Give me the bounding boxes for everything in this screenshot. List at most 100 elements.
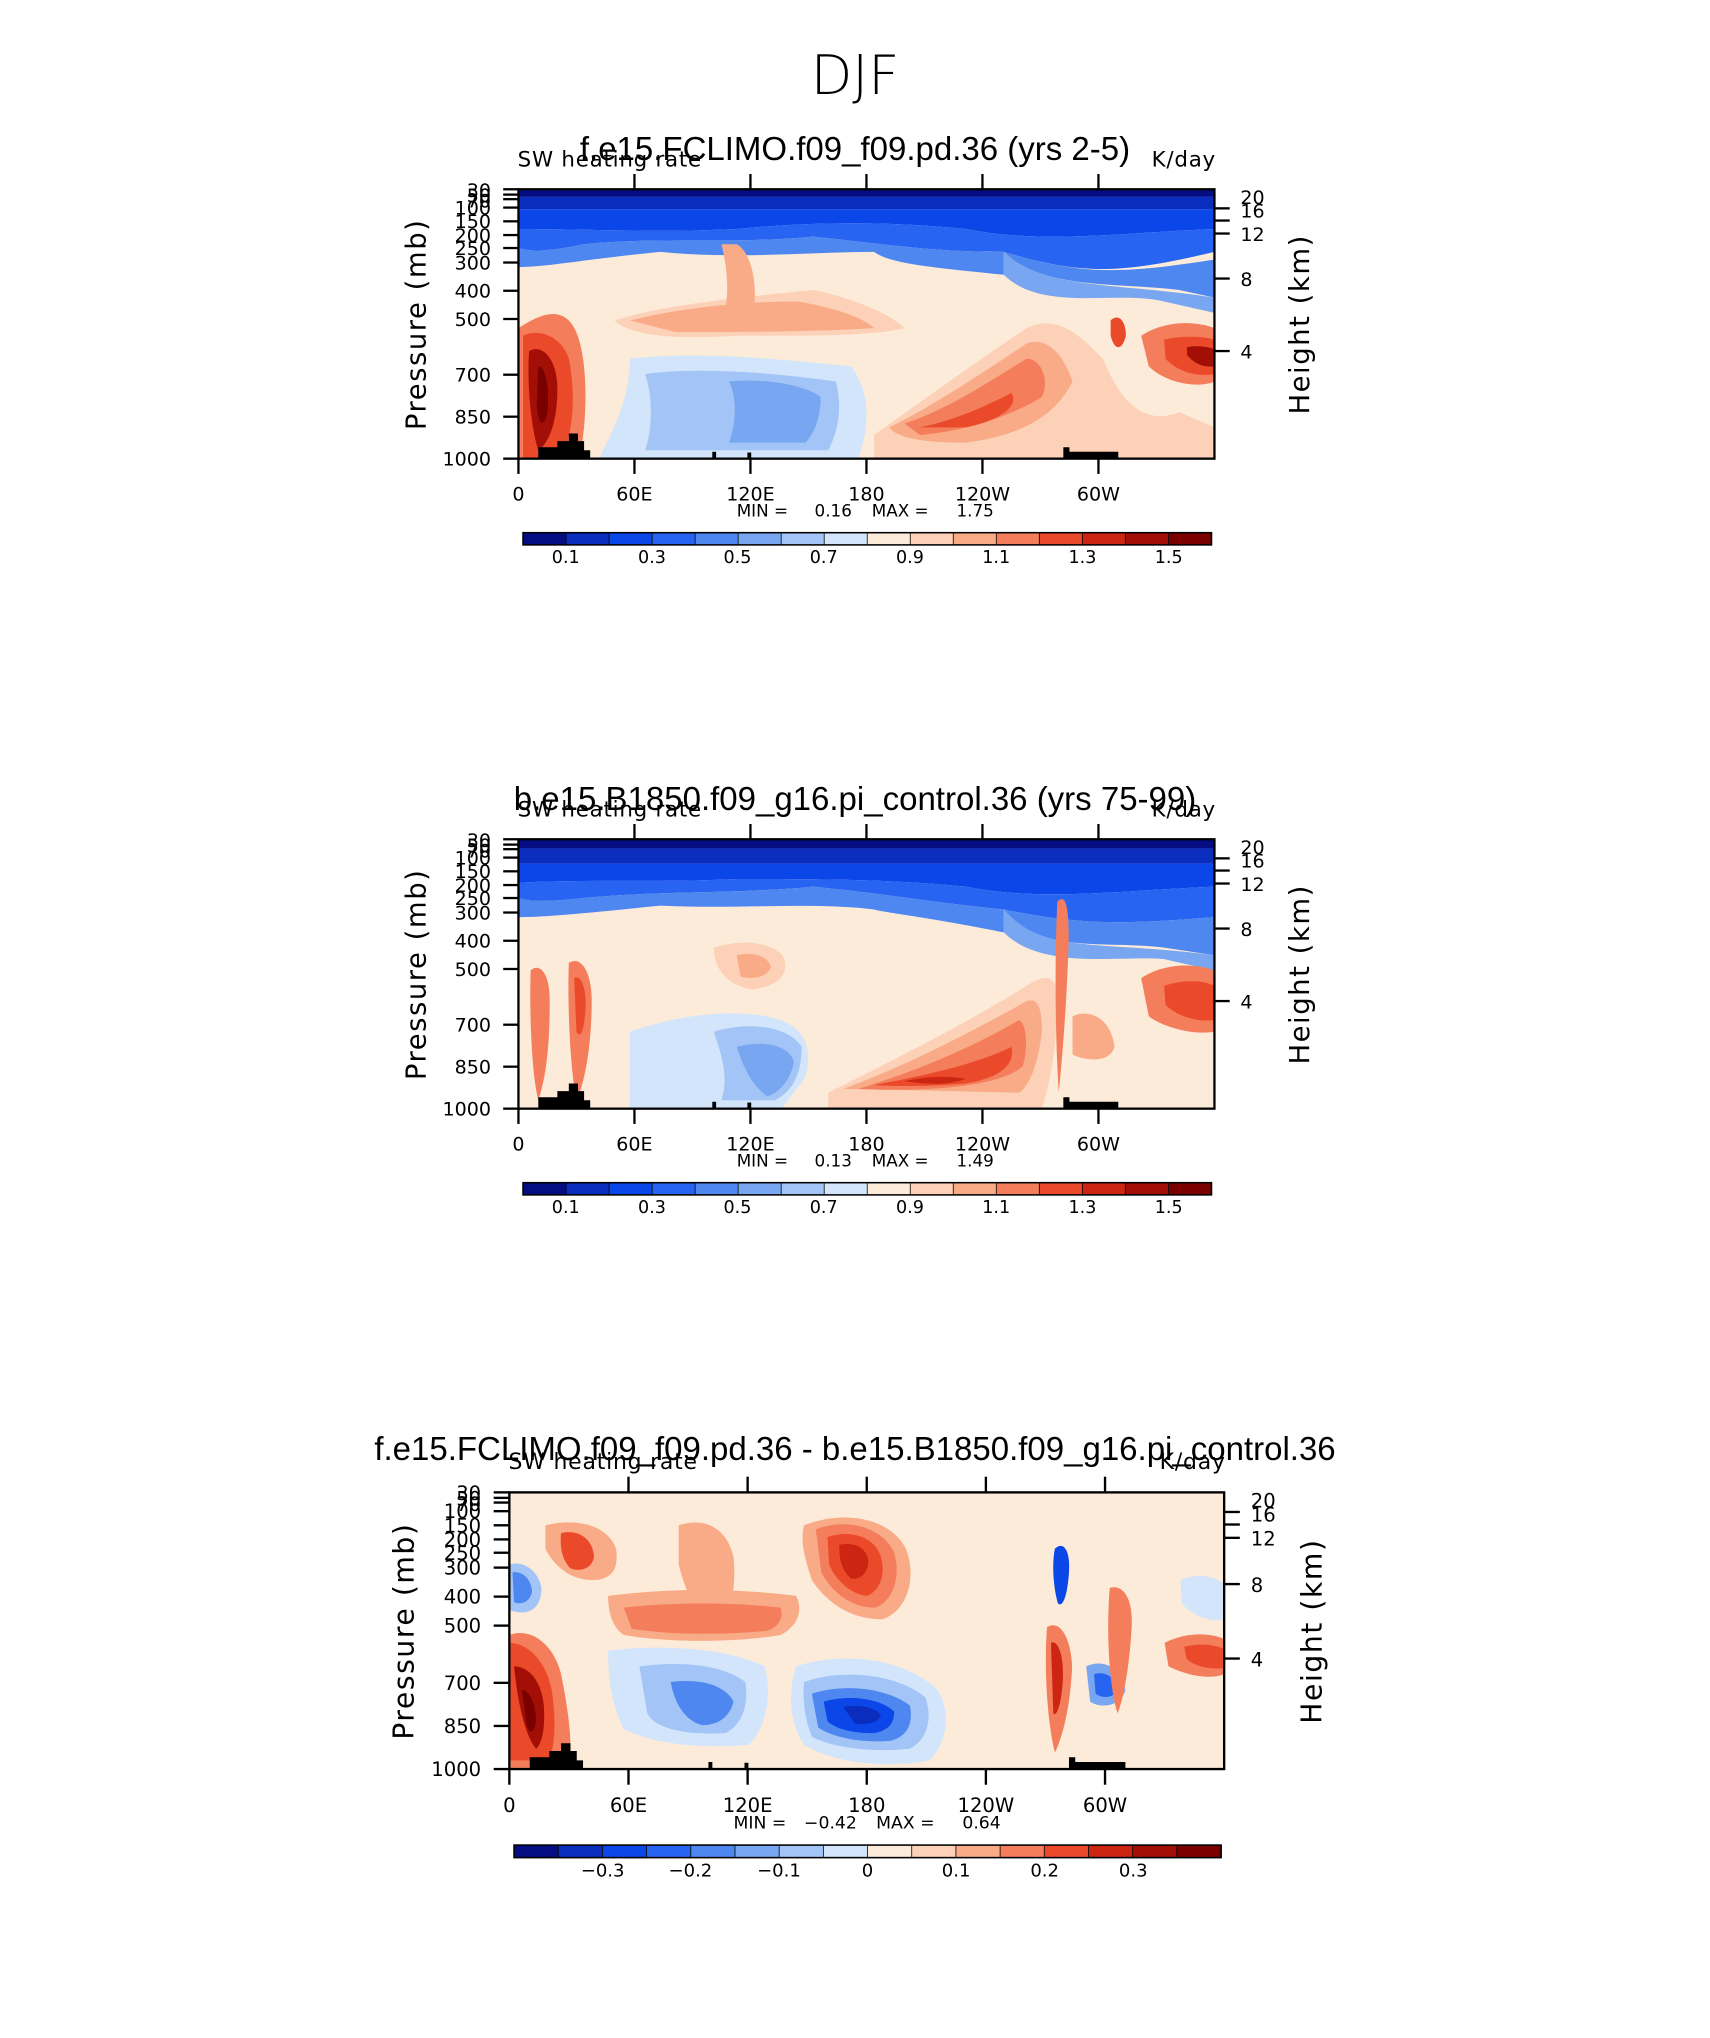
svg-text:200: 200 bbox=[444, 1528, 481, 1551]
panel-2-colorbar bbox=[522, 1181, 1213, 1196]
colorbar-swatch bbox=[1081, 1182, 1127, 1196]
svg-text:200: 200 bbox=[455, 225, 491, 247]
svg-text:4: 4 bbox=[1240, 992, 1252, 1014]
colorbar-swatch bbox=[778, 1844, 825, 1859]
svg-text:70: 70 bbox=[467, 841, 491, 863]
colorbar-swatch bbox=[1167, 1182, 1213, 1196]
svg-text:4: 4 bbox=[1240, 342, 1252, 364]
panel-3-ylabel: Pressure (mb) bbox=[388, 1523, 421, 1740]
svg-text:60W: 60W bbox=[1077, 484, 1120, 506]
colorbar-swatch bbox=[608, 532, 653, 546]
svg-text:400: 400 bbox=[444, 1586, 481, 1609]
svg-text:4: 4 bbox=[1251, 1648, 1263, 1671]
svg-text:70: 70 bbox=[467, 191, 491, 213]
svg-text:100: 100 bbox=[444, 1500, 481, 1523]
svg-text:16: 16 bbox=[1240, 851, 1264, 873]
svg-text:0: 0 bbox=[862, 1860, 873, 1881]
svg-text:20: 20 bbox=[1251, 1489, 1276, 1512]
panel-3-colorbar bbox=[513, 1844, 1222, 1859]
panel-1-x-tick-labels: 0 60E 120E 180 120W 60W bbox=[512, 484, 1120, 506]
panel-3-y-tick-labels: 30 50 70 100 150 200 250 300 400 500 700… bbox=[431, 1482, 481, 1781]
svg-text:−0.1: −0.1 bbox=[757, 1860, 801, 1881]
colorbar-swatch bbox=[1132, 1844, 1178, 1859]
panel-3-height-tick-labels: 20 16 12 8 4 bbox=[1251, 1489, 1276, 1671]
svg-text:60W: 60W bbox=[1083, 1794, 1127, 1817]
svg-text:MAX =: MAX = bbox=[872, 501, 929, 521]
panel-1-title: f.e15.FCLIMO.f09_f09.pd.36 (yrs 2-5) bbox=[579, 130, 1131, 167]
svg-text:0.3: 0.3 bbox=[1119, 1860, 1148, 1881]
colorbar-swatch bbox=[737, 532, 782, 546]
svg-text:120W: 120W bbox=[955, 1134, 1010, 1156]
svg-text:0.1: 0.1 bbox=[942, 1860, 971, 1881]
panel-2-x-tick-labels: 0 60E 120E 180 120W 60W bbox=[512, 1134, 1120, 1156]
colorbar-swatch bbox=[909, 1182, 955, 1196]
svg-text:850: 850 bbox=[455, 407, 491, 429]
panel-2-ylabel: Pressure (mb) bbox=[401, 869, 432, 1080]
colorbar-swatch bbox=[995, 1182, 1041, 1196]
svg-text:30: 30 bbox=[467, 180, 491, 202]
svg-text:120W: 120W bbox=[955, 484, 1010, 506]
panel-1-height-tick-labels: 20 16 12 8 4 bbox=[1240, 187, 1264, 364]
svg-text:300: 300 bbox=[455, 902, 491, 924]
svg-text:180: 180 bbox=[848, 1134, 884, 1156]
colorbar-swatch bbox=[823, 532, 868, 546]
panel-2-height-tick-labels: 20 16 12 8 4 bbox=[1240, 837, 1264, 1014]
svg-text:500: 500 bbox=[455, 959, 491, 981]
panel-3-minmax: MIN = −0.42 MAX = 0.64 bbox=[734, 1814, 1001, 1834]
svg-text:0: 0 bbox=[512, 1134, 524, 1156]
panel-2-chart: SW heating rate K/day bbox=[401, 797, 1316, 1218]
svg-text:150: 150 bbox=[444, 1514, 481, 1537]
svg-text:150: 150 bbox=[455, 211, 491, 233]
colorbar-swatch bbox=[690, 1844, 736, 1859]
svg-text:8: 8 bbox=[1251, 1574, 1263, 1597]
panel-3-left-label: SW heating rate bbox=[509, 1450, 698, 1475]
svg-text:1.1: 1.1 bbox=[982, 548, 1010, 568]
panel-1-y-tick-labels: 30 50 70 100 150 200 250 300 400 500 700… bbox=[442, 180, 491, 471]
panel-2-height-ticks bbox=[1214, 857, 1230, 1003]
svg-text:60E: 60E bbox=[616, 1134, 652, 1156]
svg-text:100: 100 bbox=[455, 197, 491, 219]
colorbar-swatch bbox=[651, 532, 696, 546]
panel-2-y-ticks bbox=[503, 838, 519, 1110]
panel-1-y-ticks bbox=[503, 188, 519, 460]
panel-2-colorbar-labels: 0.1 0.3 0.5 0.7 0.9 1.1 1.3 1.5 bbox=[552, 1198, 1183, 1218]
colorbar-swatch bbox=[867, 1844, 913, 1859]
svg-text:250: 250 bbox=[444, 1542, 481, 1565]
panel-2-right-label: K/day bbox=[1152, 797, 1216, 822]
panel-1-x-ticks bbox=[517, 174, 1100, 474]
colorbar-frame bbox=[513, 1844, 1222, 1859]
colorbar-swatch bbox=[1038, 1182, 1084, 1196]
svg-text:1.3: 1.3 bbox=[1068, 548, 1096, 568]
colorbar-swatch bbox=[1176, 1844, 1222, 1859]
colorbar-swatch bbox=[522, 1182, 567, 1196]
svg-text:12: 12 bbox=[1240, 224, 1264, 246]
svg-text:0.5: 0.5 bbox=[724, 548, 752, 568]
panel-3-right-label: K/day bbox=[1160, 1450, 1226, 1475]
panel-1-height-ticks bbox=[1214, 207, 1230, 353]
page-title: DJF bbox=[810, 44, 900, 107]
colorbar-swatch bbox=[1081, 532, 1127, 546]
colorbar-swatch bbox=[737, 1182, 782, 1196]
svg-text:700: 700 bbox=[455, 1015, 491, 1037]
panel-1-plot-area bbox=[517, 188, 1216, 460]
svg-text:50: 50 bbox=[467, 835, 491, 857]
colorbar-swatch bbox=[608, 1182, 653, 1196]
colorbar-swatch bbox=[1038, 532, 1084, 546]
colorbar-swatch bbox=[955, 1844, 1001, 1859]
svg-text:30: 30 bbox=[456, 1482, 481, 1505]
colorbar-swatch bbox=[557, 1844, 604, 1859]
colorbar-swatch bbox=[1124, 1182, 1170, 1196]
svg-text:60E: 60E bbox=[610, 1794, 647, 1817]
svg-text:0.1: 0.1 bbox=[552, 1198, 580, 1218]
svg-text:180: 180 bbox=[848, 484, 884, 506]
panel-3-ylabel-right: Height (km) bbox=[1295, 1538, 1328, 1723]
panel-2-plot-area bbox=[517, 838, 1216, 1110]
panel-3-y-ticks bbox=[493, 1491, 510, 1771]
colorbar-swatch bbox=[565, 532, 610, 546]
colorbar-swatch bbox=[822, 1844, 869, 1859]
panel-2-y-tick-labels: 30 50 70 100 150 200 250 300 400 500 700… bbox=[442, 830, 491, 1121]
svg-text:250: 250 bbox=[455, 238, 491, 260]
colorbar-frame bbox=[522, 1181, 1213, 1196]
svg-text:1000: 1000 bbox=[442, 449, 491, 471]
svg-text:500: 500 bbox=[455, 309, 491, 331]
